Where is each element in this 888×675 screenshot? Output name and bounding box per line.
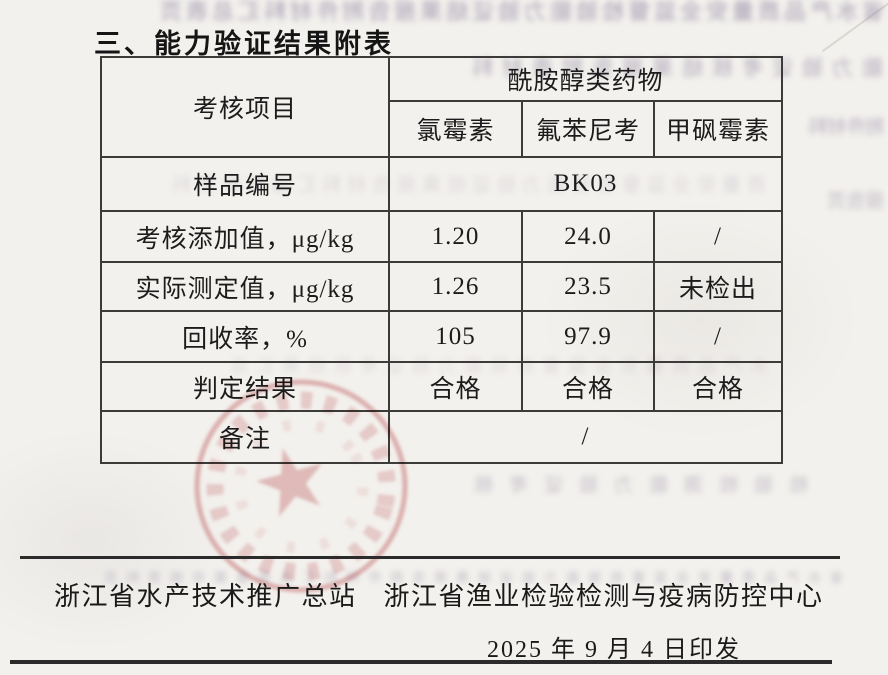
table-row: 实际测定值，μg/kg 1.26 23.5 未检出 [100,261,783,312]
cell-recovery-chloramphenicol: 105 [388,310,523,363]
row-label-measured-value: 实际测定值，μg/kg [100,261,390,312]
header-drug-class: 酰胺醇类药物 [388,56,783,102]
cell-judgement-thiamphenicol: 合格 [653,361,783,412]
org-left: 浙江省水产技术推广总站 [54,582,357,611]
header-drug-florfenicol: 氟苯尼考 [521,100,655,158]
cell-sample-id: BK03 [388,156,783,212]
page-crease-line [821,0,888,53]
cell-recovery-florfenicol: 97.9 [521,310,655,363]
table-row: 判定结果 合格 合格 合格 [100,361,783,412]
table-row: 样品编号 BK03 [100,156,783,212]
cell-spiked-chloramphenicol: 1.20 [388,210,523,263]
cell-remarks: / [388,410,783,464]
row-label-sample-id: 样品编号 [100,156,390,212]
seal-outer-ring [194,379,408,593]
org-right: 浙江省渔业检验检测与疫病防控中心 [383,582,824,611]
red-seal-stamp [194,379,408,593]
bleedthrough-text: 附件材料 [807,117,884,138]
cell-measured-chloramphenicol: 1.26 [388,261,523,312]
footer-top-rule [20,556,840,559]
cell-spiked-florfenicol: 24.0 [521,210,655,263]
cell-spiked-thiamphenicol: / [653,210,783,263]
footer-organizations: 浙江省水产技术推广总站 浙江省渔业检验检测与疫病防控中心 [54,576,824,613]
cell-judgement-chloramphenicol: 合格 [388,361,523,412]
table-row: 考核添加值，μg/kg 1.20 24.0 / [100,210,783,263]
header-drug-chloramphenicol: 氯霉素 [388,100,523,158]
header-drug-thiamphenicol: 甲砜霉素 [653,100,783,158]
cell-judgement-florfenicol: 合格 [521,361,655,412]
row-label-recovery: 回收率，% [100,310,390,363]
cell-recovery-thiamphenicol: / [653,310,783,363]
footer-issue-date: 2025 年 9 月 4 日印发 [487,637,741,663]
cell-measured-florfenicol: 23.5 [521,261,655,312]
cell-measured-thiamphenicol: 未检出 [653,261,783,312]
seal-star-icon [256,448,323,517]
footer-bottom-rule [10,660,832,664]
header-project-label: 考核项目 [100,56,390,158]
row-label-judgement: 判定结果 [100,361,390,412]
row-label-spiked-value: 考核添加值，μg/kg [100,210,390,263]
bleedthrough-text: 检验检测能力验证考核 [457,475,808,496]
seal-inner-text-band [233,418,369,554]
table-row: 回收率，% 105 97.9 / [100,310,783,363]
section-title: 三、能力验证结果附表 [94,29,394,59]
bleedthrough-text: 报告页 [826,191,884,212]
seal-ring-text-band [206,391,396,581]
